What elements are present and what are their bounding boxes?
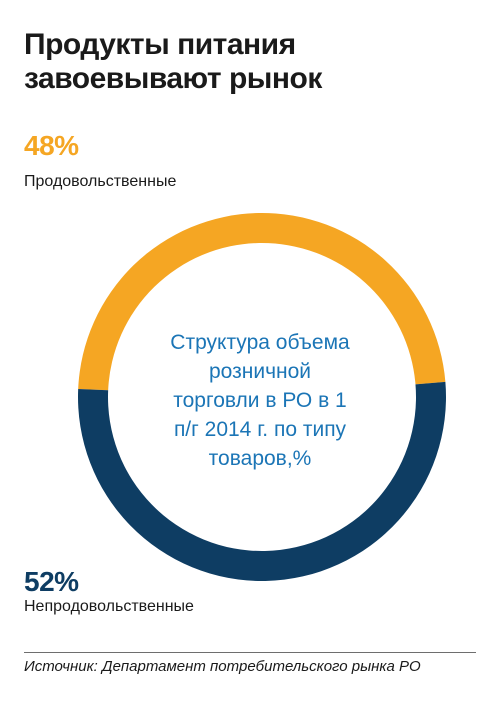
footer-divider — [24, 652, 476, 653]
donut-slice-nonfood — [77, 381, 446, 581]
food-category-label: Продовольственные — [24, 173, 177, 190]
food-percent-label: 48% — [24, 130, 79, 161]
donut-slice-food — [78, 212, 446, 391]
nonfood-percent-label: 52% — [24, 566, 79, 597]
chart-title: Продукты питания завоевывают рынок — [24, 28, 322, 95]
source-note: Источник: Департамент потребительского р… — [24, 658, 421, 675]
donut-center-label: Структура объема розничной торговли в РО… — [170, 331, 350, 470]
nonfood-category-label: Непродовольственные — [24, 598, 194, 615]
